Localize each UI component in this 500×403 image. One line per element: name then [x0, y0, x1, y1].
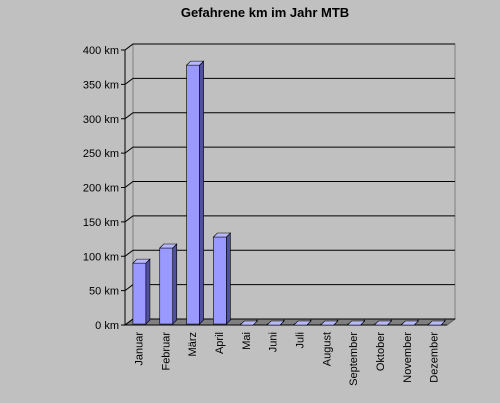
bar	[132, 258, 151, 325]
x-tick-label: Januar	[133, 332, 145, 366]
bar-face	[132, 258, 151, 264]
bar-face	[186, 64, 200, 325]
bar-face	[400, 320, 419, 326]
grid-line	[124, 146, 455, 154]
x-tick-label: Juli	[294, 332, 306, 349]
bar	[293, 319, 312, 326]
x-tick-label: August	[321, 332, 333, 366]
bar	[239, 319, 258, 326]
bar-face	[185, 60, 205, 66]
bar-face	[226, 232, 231, 325]
bar	[320, 319, 339, 326]
x-tick-label: Februar	[160, 332, 172, 371]
y-tick-label: 350 km	[83, 79, 119, 91]
y-tick-label: 0 km	[95, 320, 119, 332]
bar-face	[427, 320, 446, 326]
y-tick-label: 50 km	[89, 286, 119, 298]
grid-line	[124, 215, 455, 223]
y-tick-label: 100 km	[83, 251, 119, 263]
x-tick-label: Juni	[268, 332, 280, 352]
chart-title: Gefahrene km im Jahr MTB	[181, 5, 349, 20]
bar-face	[132, 262, 147, 325]
y-tick-label: 300 km	[83, 114, 119, 126]
bar-face	[373, 320, 393, 326]
bar-face	[199, 60, 204, 325]
grid-line	[124, 249, 455, 257]
bar-face	[145, 258, 151, 325]
grid-line	[124, 112, 455, 120]
grid-line	[124, 181, 455, 188]
y-tick-label: 200 km	[83, 183, 119, 195]
x-tick-label: November	[402, 332, 414, 383]
y-tick-label: 150 km	[83, 217, 119, 229]
bar-face	[159, 247, 174, 325]
bar-face	[346, 320, 366, 326]
bar-face	[159, 243, 178, 249]
bar	[212, 232, 232, 325]
x-tick-label: Oktober	[375, 332, 387, 371]
bar	[400, 319, 419, 326]
x-tick-label: März	[187, 332, 199, 356]
bar	[185, 60, 205, 325]
x-tick-label: September	[348, 332, 360, 386]
bar	[373, 319, 393, 326]
bar-face	[293, 320, 312, 326]
bar-face	[320, 320, 339, 326]
bar	[266, 319, 285, 326]
grid-line	[124, 43, 455, 51]
bar-face	[239, 320, 258, 326]
bar-face	[213, 236, 227, 325]
y-tick-label: 400 km	[83, 45, 119, 57]
x-tick-label: Mai	[241, 332, 253, 350]
x-tick-label: April	[214, 332, 226, 354]
grid-line	[124, 77, 455, 85]
y-tick-label: 250 km	[83, 148, 119, 160]
x-tick-label: Dezember	[429, 332, 441, 383]
bar	[159, 243, 178, 325]
bar	[346, 319, 366, 326]
bar-face	[172, 243, 178, 325]
bar-face	[266, 320, 285, 326]
bar-face	[212, 232, 232, 238]
bar	[427, 319, 446, 326]
